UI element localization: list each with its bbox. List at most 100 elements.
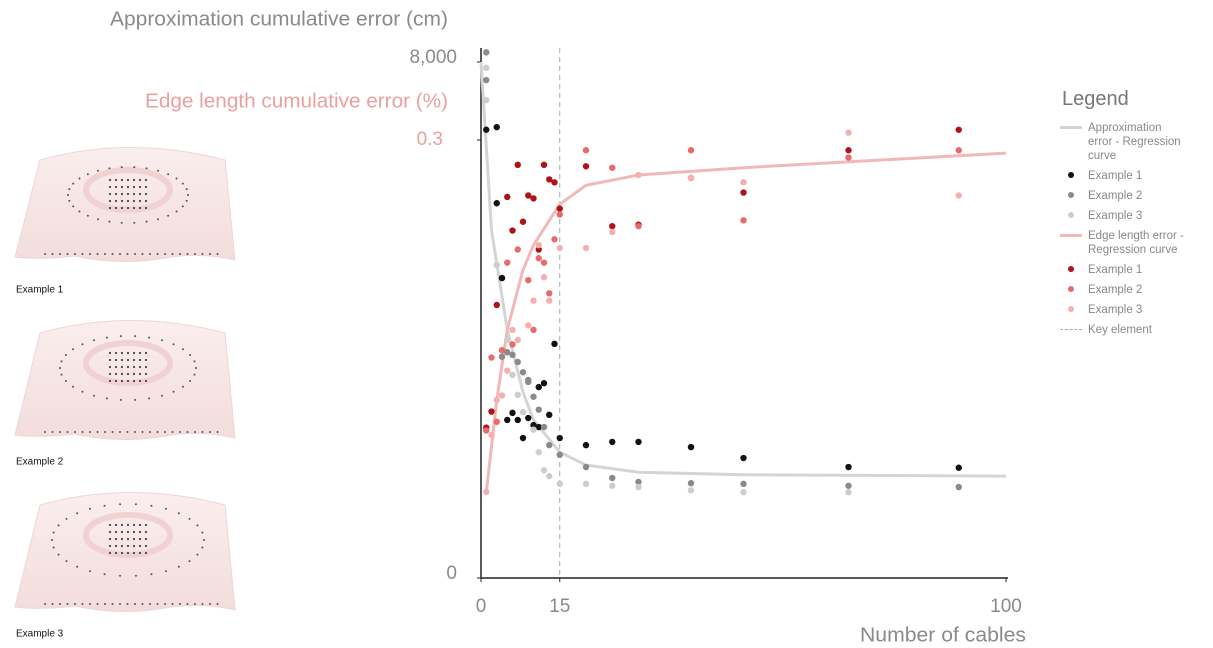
cable-dot: [108, 199, 112, 203]
point: [845, 482, 852, 489]
cable-dot: [114, 351, 118, 355]
cable-dot: [186, 431, 189, 433]
cable-dot: [68, 199, 71, 202]
point: [483, 488, 490, 496]
cable-dot: [138, 544, 142, 548]
cable-dot: [89, 253, 91, 255]
cable-dot: [138, 185, 142, 189]
cable-dot: [149, 253, 151, 255]
point: [525, 414, 532, 422]
cable-dot: [132, 544, 136, 548]
cable-dot: [126, 523, 130, 527]
thumbnails: Example 1 Example 2 Example 3: [14, 147, 236, 640]
cable-dot: [89, 570, 91, 573]
cable-dot: [133, 221, 136, 224]
point: [519, 369, 527, 376]
cable-dot: [104, 603, 106, 605]
cable-dot: [64, 380, 67, 383]
legend-symbol: [1060, 323, 1088, 337]
cable-dot: [93, 339, 95, 342]
point: [687, 443, 695, 451]
cable-dot: [186, 603, 189, 605]
cable-dot: [149, 431, 151, 433]
cable-dot: [120, 221, 123, 224]
cable-dot: [132, 365, 136, 369]
cable-dot: [108, 537, 112, 541]
cable-dot: [86, 214, 89, 217]
point: [955, 464, 962, 471]
point: [845, 154, 852, 161]
cable-dot: [120, 166, 123, 169]
x-tick-label: 0: [476, 596, 487, 617]
point: [546, 297, 553, 304]
cable-dot: [132, 192, 136, 196]
point: [504, 416, 511, 424]
cable-dot: [108, 372, 112, 376]
cable-dot: [148, 397, 151, 400]
point: [609, 164, 616, 171]
cable-dot: [120, 544, 124, 548]
point: [540, 423, 548, 431]
cable-dot: [120, 523, 124, 527]
cable-dot: [119, 431, 121, 433]
cable-dot: [105, 336, 108, 339]
point: [546, 176, 553, 183]
cable-dot: [119, 503, 122, 506]
cable-dot: [51, 253, 54, 255]
point: [540, 274, 548, 281]
legend-symbol: [1060, 209, 1088, 223]
cable-dot: [96, 431, 99, 433]
point: [498, 347, 506, 354]
point: [504, 336, 511, 344]
point: [483, 427, 490, 434]
legend-entry: Example 3: [1060, 209, 1210, 223]
point: [504, 259, 511, 266]
ring: [83, 340, 173, 386]
cable-dot: [120, 185, 124, 189]
cable-dot: [144, 372, 148, 376]
legend-symbol: [1060, 283, 1088, 297]
cable-dot: [126, 178, 130, 182]
cable-dot: [144, 365, 148, 369]
thumbnail-label: Example 2: [16, 457, 64, 468]
legend-label: Key element: [1088, 324, 1152, 336]
point: [519, 409, 527, 416]
cable-dot: [103, 504, 106, 507]
cable-dot: [209, 431, 211, 433]
legend-entry: Approximation error - Regression curve: [1060, 121, 1210, 163]
cable-dot: [201, 546, 204, 549]
y2-axis-label: Edge length cumulative error (%): [145, 90, 448, 112]
point: [635, 438, 642, 446]
cable-dot: [209, 253, 211, 255]
cable-dot: [144, 199, 148, 203]
point: [504, 349, 511, 356]
cable-dot: [114, 551, 118, 555]
point: [845, 463, 852, 471]
cable-dot: [182, 348, 185, 351]
cable-dot: [188, 560, 191, 563]
point: [556, 451, 563, 459]
point: [635, 478, 642, 486]
thumbnail: Example 2: [14, 320, 236, 468]
cable-dot: [126, 372, 130, 376]
point: [582, 463, 590, 471]
cable-dot: [76, 565, 79, 568]
point: [493, 396, 500, 404]
point: [530, 326, 537, 333]
cable-dot: [138, 178, 142, 182]
point: [551, 179, 558, 186]
point: [556, 211, 563, 218]
cable-dot: [185, 188, 188, 191]
cable-dot: [126, 206, 130, 210]
thumbnail-label: Example 1: [16, 285, 64, 296]
point: [504, 193, 511, 201]
cable-dot: [138, 358, 142, 362]
point: [535, 246, 542, 253]
cable-dot: [72, 182, 75, 185]
cable-dot: [157, 169, 159, 172]
point: [845, 489, 852, 496]
cable-dot: [108, 167, 111, 170]
cable-dot: [120, 379, 124, 383]
cable-dot: [97, 169, 99, 172]
point: [556, 205, 563, 212]
